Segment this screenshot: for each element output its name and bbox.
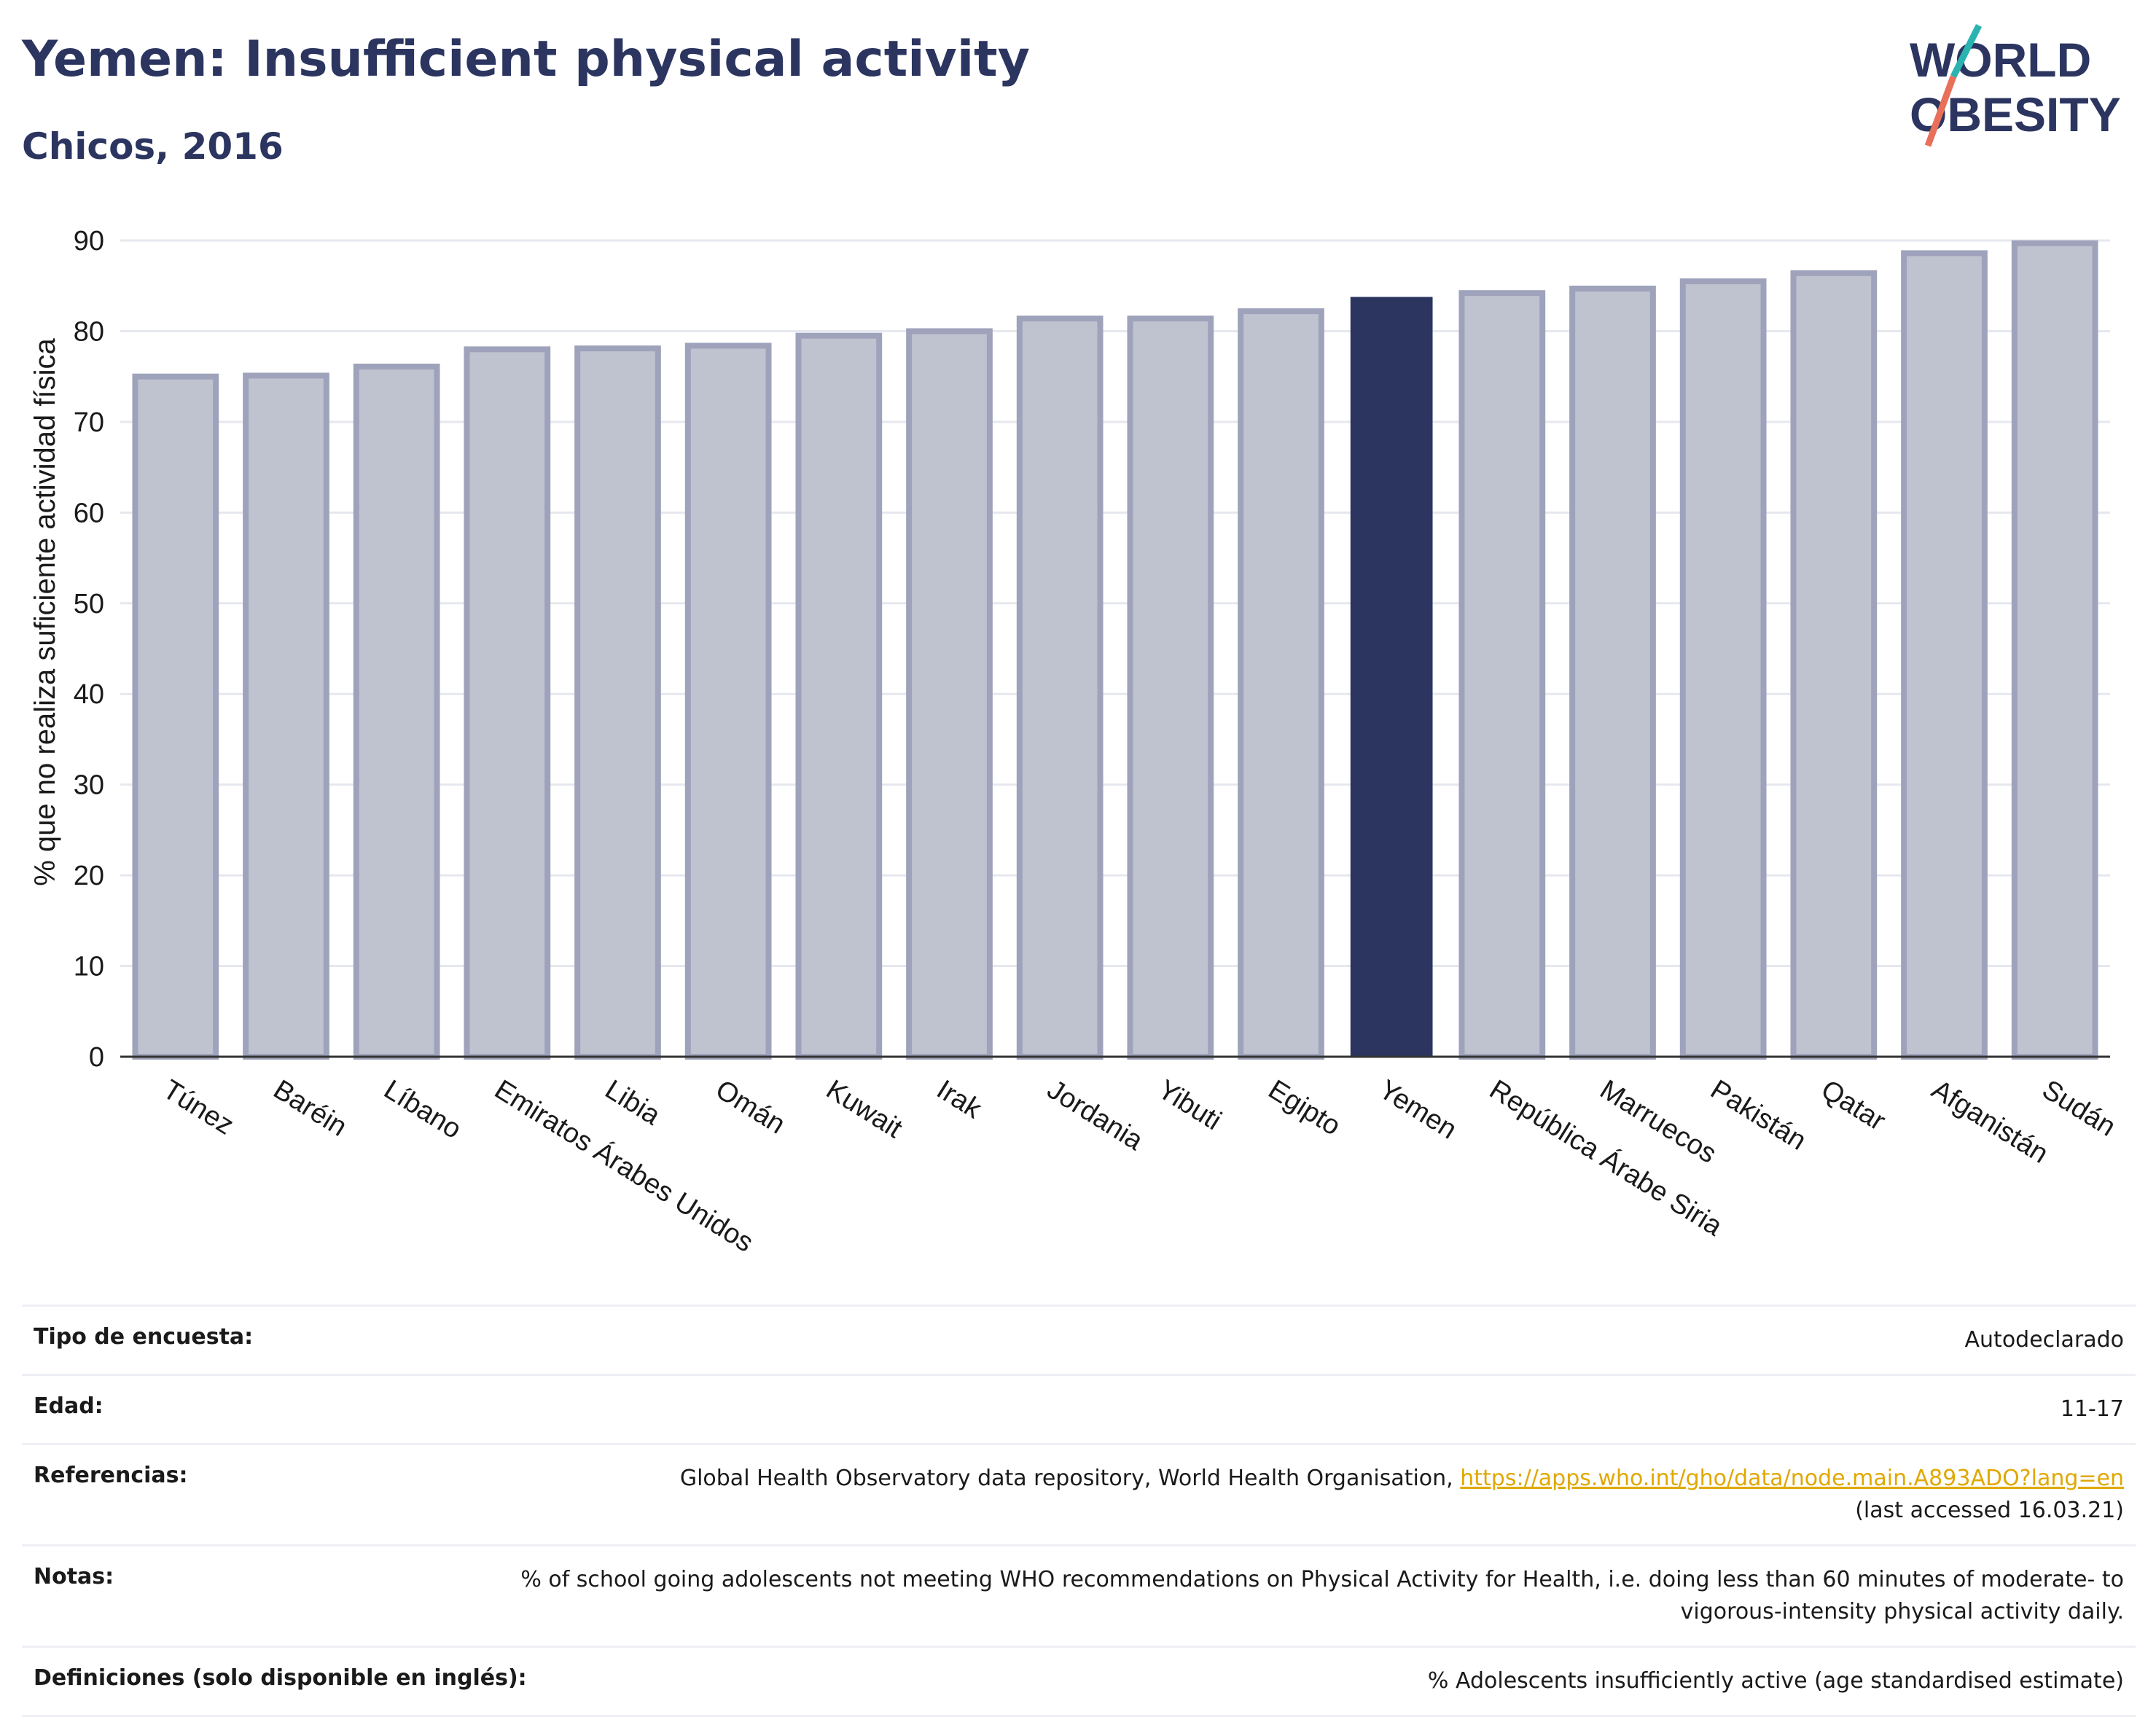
- info-row-survey-type: Tipo de encuesta: Autodeclarado: [22, 1305, 2136, 1374]
- x-tick-label: Libia: [600, 1074, 666, 1132]
- grid-lines: [120, 239, 2110, 968]
- bar: [1901, 250, 1988, 1060]
- references-label: Referencias:: [34, 1463, 188, 1488]
- references-link[interactable]: https://apps.who.int/gho/data/node.main.…: [1460, 1466, 2124, 1491]
- bar: [353, 363, 440, 1060]
- y-tick-label: 90: [74, 226, 104, 257]
- y-tick-label: 50: [74, 589, 104, 619]
- bar: [243, 372, 329, 1060]
- definitions-value: % Adolescents insufficiently active (age…: [1427, 1668, 2124, 1694]
- x-tick-label: Egipto: [1263, 1074, 1346, 1142]
- y-tick-label: 10: [74, 952, 104, 982]
- x-tick-label: Kuwait: [821, 1074, 907, 1144]
- y-axis-label: % que no realiza suficiente actividad fí…: [29, 337, 61, 885]
- definitions-label: Definiciones (solo disponible en inglés)…: [34, 1665, 527, 1691]
- bar: [1679, 278, 1767, 1060]
- references-text: Global Health Observatory data repositor…: [679, 1466, 1453, 1491]
- x-tick-label: Jordania: [1042, 1074, 1149, 1157]
- info-table: Tipo de encuesta: Autodeclarado Edad: 11…: [22, 1305, 2136, 1717]
- y-tick-label: 70: [74, 407, 104, 438]
- survey-type-value: Autodeclarado: [1964, 1327, 2124, 1353]
- chart-subtitle: Chicos, 2016: [22, 125, 284, 168]
- bar: [1127, 316, 1214, 1060]
- info-row-definitions: Definiciones (solo disponible en inglés)…: [22, 1646, 2136, 1717]
- bar: [132, 373, 219, 1060]
- y-tick-label: 60: [74, 498, 104, 528]
- bar: [906, 328, 993, 1060]
- bar: [1350, 297, 1433, 1057]
- info-row-references: Referencias: Global Health Observatory d…: [22, 1443, 2136, 1544]
- bar: [1458, 290, 1546, 1060]
- bar: [1016, 316, 1104, 1060]
- notes-label: Notas:: [34, 1564, 114, 1589]
- svg-text:WORLD: WORLD: [1910, 33, 2091, 87]
- bar: [1569, 285, 1656, 1060]
- references-value: Global Health Observatory data repositor…: [680, 1463, 2124, 1527]
- chart-title: Yemen: Insufficient physical activity: [22, 31, 1030, 88]
- x-tick-label: Baréin: [268, 1074, 352, 1143]
- x-tick-label: Qatar: [1816, 1074, 1891, 1137]
- bar: [464, 346, 551, 1060]
- age-label: Edad:: [34, 1393, 103, 1419]
- bar: [1238, 308, 1324, 1060]
- bar: [2011, 240, 2098, 1060]
- info-row-age: Edad: 11-17: [22, 1374, 2136, 1443]
- y-tick-label: 40: [74, 679, 104, 710]
- bar: [684, 343, 772, 1060]
- x-tick-label: Yibuti: [1152, 1074, 1227, 1136]
- x-tick-label: Yemen: [1373, 1074, 1461, 1146]
- y-tick-label: 30: [74, 770, 104, 801]
- x-tick-label: Afganistán: [1926, 1074, 2054, 1170]
- info-row-notes: Notas: % of school going adolescents not…: [22, 1544, 2136, 1646]
- notes-value: % of school going adolescents not meetin…: [520, 1567, 2124, 1624]
- y-tick-label: 80: [74, 316, 104, 347]
- bar: [795, 332, 883, 1060]
- x-tick-label: Sudán: [2036, 1074, 2120, 1143]
- age-value: 11-17: [2060, 1396, 2124, 1422]
- bar: [574, 345, 661, 1060]
- references-accessed: (last accessed 16.03.21): [1855, 1498, 2124, 1523]
- y-tick-label: 0: [89, 1042, 104, 1073]
- world-obesity-logo: WORLD OBESITY: [1910, 23, 2121, 147]
- y-tick-label: 20: [74, 861, 104, 891]
- x-tick-label: Omán: [710, 1074, 790, 1140]
- bars: [132, 240, 2098, 1060]
- x-tick-label: Líbano: [378, 1074, 466, 1145]
- bar: [1790, 270, 1878, 1060]
- x-tick-label: Túnez: [157, 1074, 239, 1141]
- survey-type-label: Tipo de encuesta:: [34, 1324, 254, 1350]
- x-tick-label: Irak: [931, 1074, 988, 1125]
